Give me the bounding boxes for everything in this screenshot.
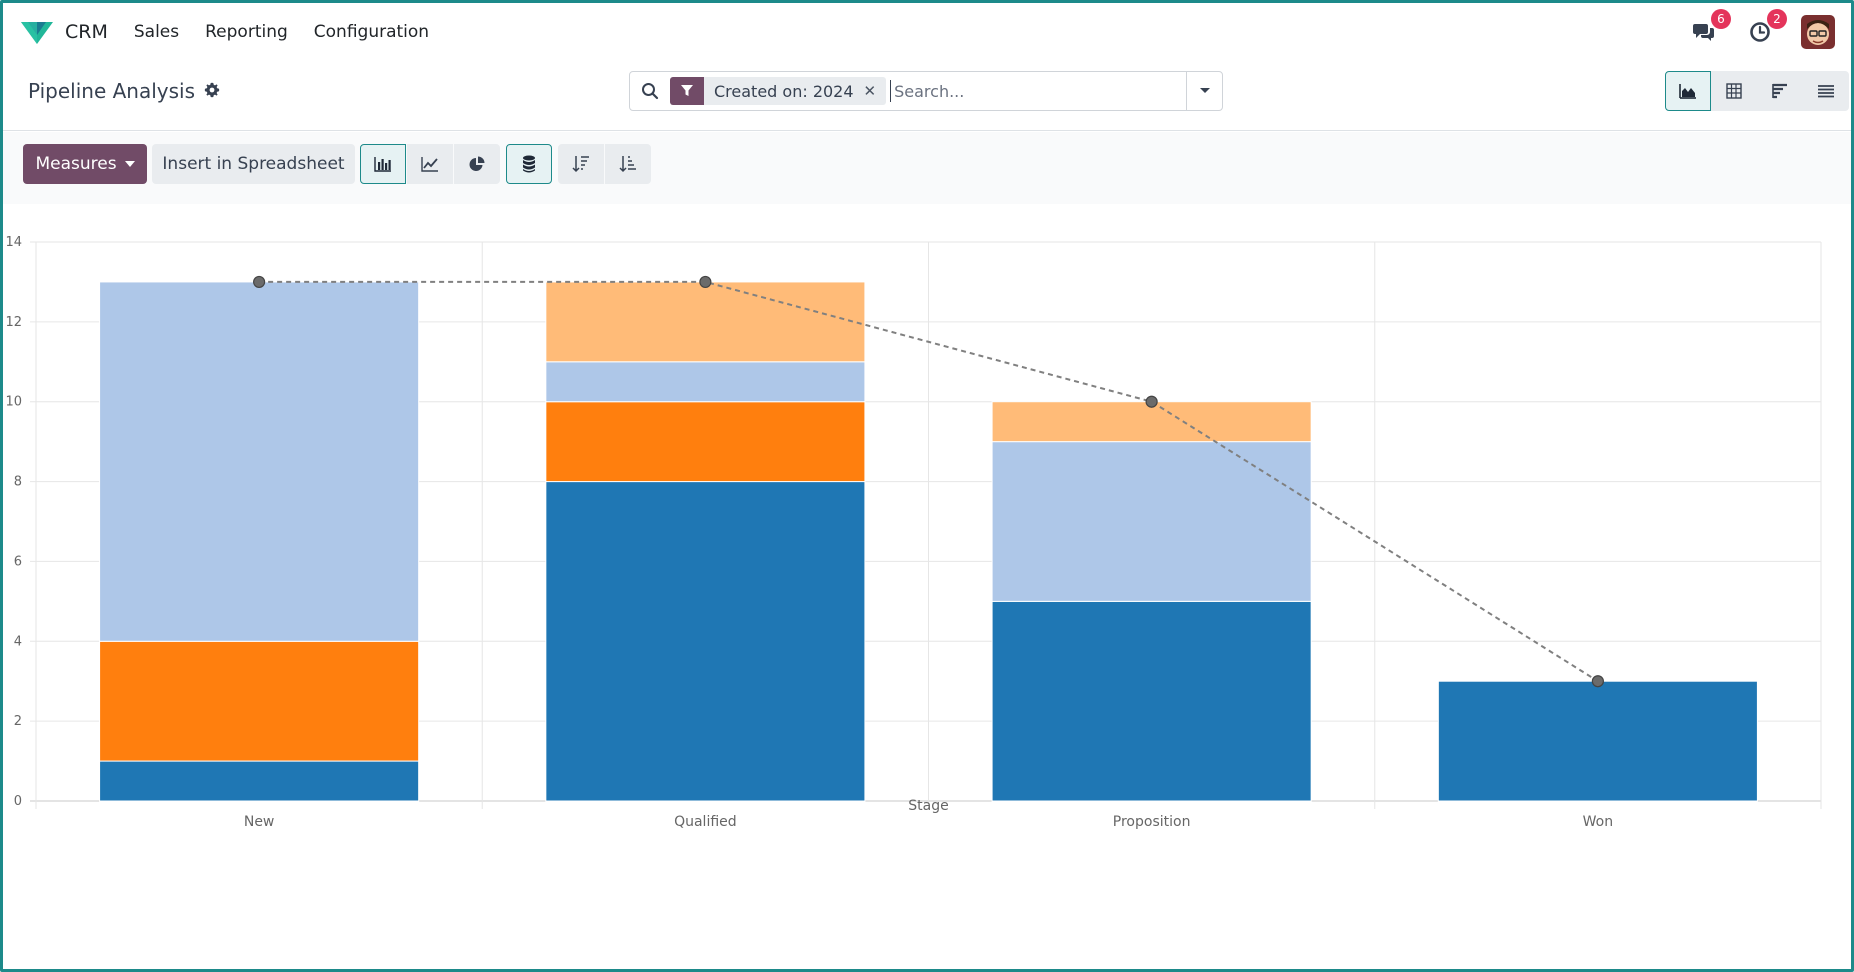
search-facet: Created on: 2024 ✕ <box>670 77 887 105</box>
graph-toolbar: Measures Insert in Spreadsheet <box>3 132 1851 204</box>
bar-segment[interactable] <box>545 481 866 802</box>
bar-chart-icon <box>374 157 391 172</box>
bar-segment[interactable] <box>545 401 866 483</box>
menu-configuration[interactable]: Configuration <box>313 22 430 42</box>
measures-label: Measures <box>35 154 117 174</box>
bar-segment[interactable] <box>99 281 420 642</box>
chart-canvas: 0 2 4 6 8 10 12 14 New Qualified Proposition Won Sta… <box>5 186 1822 830</box>
bar-segment[interactable] <box>545 361 866 403</box>
app-name: CRM <box>65 21 108 43</box>
y-tick-label: 8 <box>14 475 22 490</box>
pie-chart-icon <box>469 156 485 171</box>
bar-segment[interactable] <box>991 441 1312 602</box>
y-tick-label: 4 <box>14 634 22 649</box>
measures-button[interactable]: Measures <box>23 144 147 184</box>
crm-logo-icon <box>21 22 53 44</box>
x-tick-label: Qualified <box>674 814 737 830</box>
facet-remove-icon[interactable]: ✕ <box>863 82 877 100</box>
search-options-toggle[interactable] <box>1186 72 1222 110</box>
sort-ascending-button[interactable] <box>605 144 651 184</box>
x-tick-label: Won <box>1583 814 1613 830</box>
table-icon <box>1726 83 1742 99</box>
filter-icon <box>670 77 704 105</box>
menu-sales[interactable]: Sales <box>133 22 180 42</box>
control-panel: Pipeline Analysis Created on: 2024 ✕ <box>3 61 1851 131</box>
stacked-toggle-button[interactable] <box>506 144 552 184</box>
pie-chart-button[interactable] <box>454 144 500 184</box>
view-switcher <box>1665 71 1849 111</box>
sort-descending-icon <box>572 156 589 173</box>
clock-icon <box>1750 22 1770 42</box>
sort-descending-button[interactable] <box>558 144 604 184</box>
graph-view-button[interactable] <box>1665 71 1711 111</box>
bar-segment[interactable] <box>99 640 420 762</box>
search-input[interactable] <box>890 80 1186 102</box>
line-chart-icon <box>421 157 438 172</box>
messages-button[interactable]: 6 <box>1689 9 1731 47</box>
cohort-view-button[interactable] <box>1757 71 1803 111</box>
messages-badge: 6 <box>1711 9 1731 29</box>
app-brand[interactable]: CRM <box>19 18 108 46</box>
activities-button[interactable]: 2 <box>1745 9 1787 47</box>
bar-segment[interactable] <box>991 600 1312 802</box>
database-icon <box>523 155 535 173</box>
list-view-button[interactable] <box>1803 71 1849 111</box>
sum-point[interactable] <box>253 275 266 289</box>
y-tick-label: 12 <box>5 315 22 330</box>
y-tick-label: 6 <box>14 554 22 569</box>
sum-point[interactable] <box>1145 395 1158 408</box>
user-avatar[interactable] <box>1801 15 1835 49</box>
top-navbar: CRM Sales Reporting Configuration 6 2 <box>3 3 1851 61</box>
pipeline-chart: 0 2 4 6 8 10 12 14 New Qualified Proposition Won Sta… <box>3 186 1851 969</box>
menu-reporting[interactable]: Reporting <box>205 22 288 42</box>
y-tick-label: 0 <box>14 794 22 809</box>
x-tick-label: New <box>244 814 275 830</box>
pivot-view-button[interactable] <box>1711 71 1757 111</box>
y-tick-label: 10 <box>5 395 22 410</box>
area-chart-icon <box>1679 84 1696 99</box>
x-tick-label: Proposition <box>1113 814 1191 830</box>
page-title-block: Pipeline Analysis <box>28 79 220 103</box>
sum-point[interactable] <box>1591 675 1604 688</box>
caret-down-icon <box>1199 88 1210 93</box>
activities-badge: 2 <box>1767 9 1787 29</box>
cohort-icon <box>1772 83 1787 99</box>
gear-icon[interactable] <box>204 79 220 103</box>
sum-point[interactable] <box>699 275 712 289</box>
bar-segment[interactable] <box>545 281 866 363</box>
facet-label: Created on: 2024 <box>714 81 854 101</box>
spreadsheet-label: Insert in Spreadsheet <box>162 154 345 174</box>
page-title: Pipeline Analysis <box>28 79 196 103</box>
sum-line <box>259 280 1599 683</box>
bar-segment[interactable] <box>99 760 420 802</box>
y-tick-label: 2 <box>14 714 22 729</box>
bar-segment[interactable] <box>1437 680 1758 802</box>
search-bar: Created on: 2024 ✕ <box>629 71 1223 111</box>
x-axis-title: Stage <box>908 798 948 814</box>
line-chart-button[interactable] <box>407 144 453 184</box>
bar-chart-button[interactable] <box>360 144 406 184</box>
chat-icon <box>1693 24 1714 41</box>
caret-down-icon <box>124 161 135 167</box>
insert-spreadsheet-button[interactable]: Insert in Spreadsheet <box>152 144 355 184</box>
search-icon[interactable] <box>630 82 670 100</box>
avatar-image-icon <box>1801 15 1835 49</box>
sort-ascending-icon <box>619 156 636 173</box>
list-icon <box>1818 85 1834 98</box>
y-tick-label: 14 <box>5 235 22 250</box>
